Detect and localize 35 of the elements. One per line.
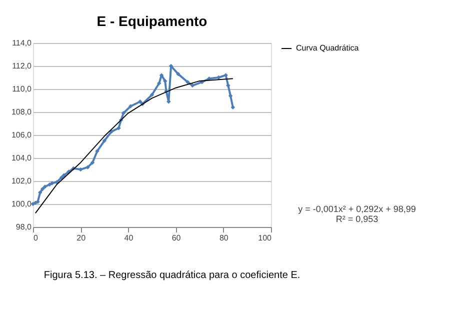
x-tick-label: 0 (34, 234, 38, 242)
point (59, 175, 64, 180)
x-tick-label: 100 (258, 234, 272, 242)
point (109, 129, 114, 134)
point (186, 80, 190, 84)
point (116, 126, 121, 130)
text: y = -0,001x² + 0,292x + 98,99 (298, 204, 416, 214)
point (86, 165, 90, 170)
x-tick-label: 80 (219, 234, 229, 242)
y-tick-label: 114,0 (12, 38, 32, 48)
y-tick-label: 102,0 (11, 176, 32, 186)
text: R² = 0,953 (336, 214, 378, 224)
y-tick-label: 100,0 (11, 200, 32, 208)
text: Figura 5.13. – Regressão quadrática para o coeficiente E. (44, 270, 300, 281)
x-tick-label: 20 (76, 234, 86, 242)
x-tick-label: 60 (172, 234, 182, 242)
line-series (34, 78, 234, 214)
y-tick-label: 106,0 (11, 130, 32, 140)
point (230, 105, 236, 110)
legend-label: Curva Quadrática (296, 44, 360, 52)
point (36, 200, 40, 204)
point (121, 111, 126, 116)
x-tick-label: 40 (124, 234, 134, 242)
y-tick-label: 98,0 (16, 222, 32, 232)
point (190, 83, 195, 88)
point (40, 186, 45, 192)
point (138, 100, 142, 104)
point (224, 73, 228, 78)
y-tick-label: 110,0 (12, 84, 32, 94)
y-tick-label: 112,0 (12, 62, 32, 70)
point (90, 160, 95, 165)
chart-title: E - Equipamento (96, 13, 208, 29)
y-tick-label: 104,0 (11, 154, 32, 162)
y-tick-label: 108,0 (11, 108, 32, 116)
point (157, 81, 162, 86)
